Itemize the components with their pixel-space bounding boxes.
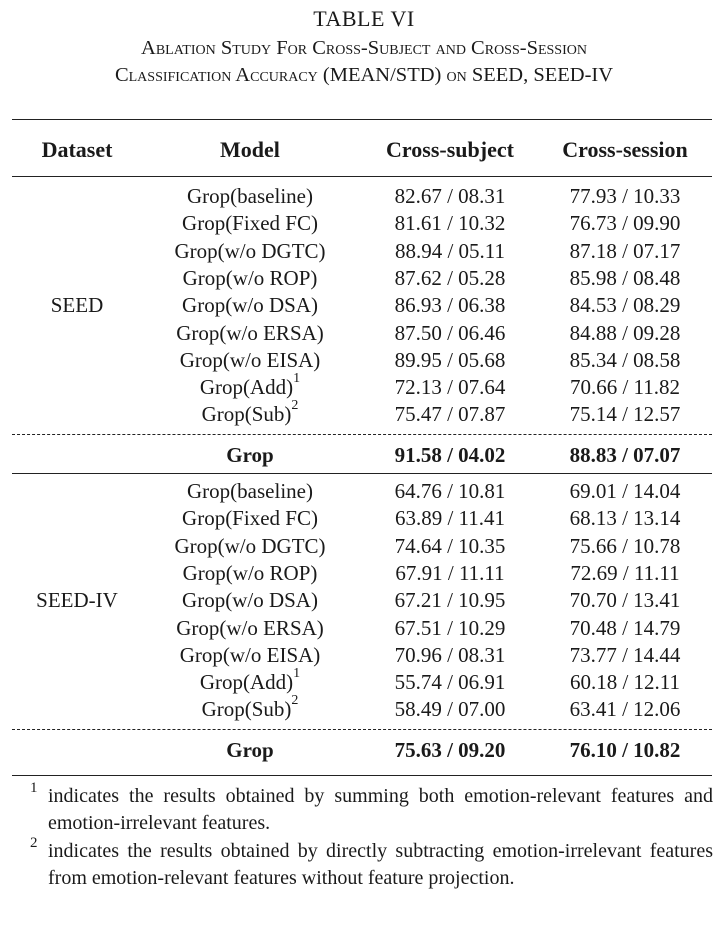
model-cell: Grop(w/o ROP) (182, 560, 318, 585)
cross-subject-cell: 74.64 / 10.35 (394, 533, 506, 558)
model-cell: Grop(w/o DGTC) (174, 533, 326, 558)
model-cell: Grop(w/o ROP) (182, 265, 318, 290)
cross-session-cell: 85.34 / 08.58 (569, 347, 681, 372)
cross-subject-cell: 72.13 / 07.64 (394, 375, 506, 400)
model-cell: Grop(w/o ERSA) (176, 320, 324, 345)
cross-session-cell: 75.14 / 12.57 (569, 402, 681, 427)
cross-session-cell: 63.41 / 12.06 (569, 697, 681, 722)
model-cell: Grop(Add)1 (199, 666, 301, 695)
footnote-2-mark: 2 (30, 835, 38, 851)
cross-subject-cell: 87.62 / 05.28 (394, 265, 506, 290)
footnote-1: indicates the results obtained by summin… (48, 785, 713, 834)
cross-session-cell: 69.01 / 14.04 (569, 479, 681, 503)
model-cell: Grop(w/o DGTC) (174, 238, 326, 263)
cross-session-cell: 60.18 / 12.11 (569, 670, 681, 695)
cross-subject-cell: 89.95 / 05.68 (394, 347, 506, 372)
model-cell: Grop(Sub)2 (201, 693, 299, 722)
cross-session-cell: 72.69 / 11.11 (570, 560, 680, 585)
cross-session-cell: 70.70 / 13.41 (569, 588, 681, 613)
cross-session-cell: 85.98 / 08.48 (569, 265, 681, 290)
cross-subject-cell: 87.50 / 06.46 (394, 320, 506, 345)
footnote-2: indicates the results obtained by direct… (48, 840, 713, 889)
footnote-ref: 1 (293, 371, 301, 387)
model-cell: Grop(Sub)2 (201, 398, 299, 427)
model-cell: Grop(Fixed FC) (182, 506, 318, 531)
model-cell: Grop(baseline) (187, 184, 313, 208)
dataset-label: SEED (50, 293, 104, 318)
final-cross-session-cell: 76.10 / 10.82 (569, 737, 681, 762)
model-cell: Grop(w/o DSA) (182, 588, 318, 613)
cross-subject-cell: 67.51 / 10.29 (394, 615, 506, 640)
model-cell: Grop(w/o EISA) (179, 642, 321, 667)
footnote-1-mark: 1 (30, 780, 38, 796)
cross-session-cell: 76.73 / 09.90 (569, 211, 681, 236)
bottom-rule (12, 775, 712, 776)
final-model-cell: Grop (226, 737, 274, 762)
final-cross-subject-cell: 91.58 / 04.02 (394, 442, 506, 467)
footnote-ref: 1 (293, 666, 301, 682)
cross-session-cell: 75.66 / 10.78 (569, 533, 681, 558)
cross-subject-cell: 55.74 / 06.91 (394, 670, 506, 695)
cross-subject-cell: 58.49 / 07.00 (394, 697, 506, 722)
footnote-ref: 2 (291, 398, 299, 414)
model-cell: Grop(Add)1 (199, 371, 301, 400)
cross-subject-cell: 75.47 / 07.87 (394, 402, 506, 427)
cross-session-cell: 84.53 / 08.29 (569, 293, 681, 318)
cross-subject-cell: 67.21 / 10.95 (394, 588, 506, 613)
model-cell: Grop(w/o DSA) (182, 293, 318, 318)
dashed-separator (12, 728, 712, 730)
header-model: Model (220, 137, 280, 162)
cross-session-cell: 73.77 / 14.44 (569, 642, 681, 667)
dashed-separator (12, 433, 712, 435)
model-cell: Grop(w/o ERSA) (176, 615, 324, 640)
top-rule (12, 119, 712, 120)
model-cell: Grop(w/o EISA) (179, 347, 321, 372)
header-rule (12, 176, 712, 177)
header-dataset: Dataset (41, 137, 113, 162)
dataset-label: SEED-IV (36, 588, 118, 613)
cross-session-cell: 68.13 / 13.14 (569, 506, 681, 531)
cross-session-cell: 84.88 / 09.28 (569, 320, 681, 345)
cross-subject-cell: 64.76 / 10.81 (394, 479, 506, 503)
cross-subject-cell: 67.91 / 11.11 (395, 560, 505, 585)
caption-line-2-text: Classification Accuracy (MEAN/STD) on SE… (114, 64, 614, 86)
cross-session-cell: 70.48 / 14.79 (569, 615, 681, 640)
cross-subject-cell: 70.96 / 08.31 (394, 642, 506, 667)
final-cross-subject-cell: 75.63 / 09.20 (394, 737, 506, 762)
cross-session-cell: 87.18 / 07.17 (569, 238, 681, 263)
header-cross-subject: Cross-subject (386, 137, 514, 162)
cross-session-cell: 77.93 / 10.33 (569, 184, 681, 208)
cross-session-cell: 70.66 / 11.82 (569, 375, 681, 400)
group-separator-rule (12, 472, 712, 474)
final-model-cell: Grop (226, 442, 274, 467)
cross-subject-cell: 81.61 / 10.32 (394, 211, 506, 236)
cross-subject-cell: 82.67 / 08.31 (394, 184, 506, 208)
caption-line-1: Ablation Study For Cross-Subject and Cro… (0, 37, 728, 60)
cross-subject-cell: 88.94 / 05.11 (394, 238, 506, 263)
header-cross-session: Cross-session (562, 137, 688, 162)
model-cell: Grop(baseline) (187, 479, 313, 503)
caption-line-2: Classification Accuracy (MEAN/STD) on SE… (0, 64, 728, 87)
caption-line-1-text: Ablation Study For Cross-Subject and Cro… (141, 37, 587, 59)
table-number: TABLE VI (313, 6, 415, 31)
footnote-ref: 2 (291, 693, 299, 709)
cross-subject-cell: 86.93 / 06.38 (394, 293, 506, 318)
model-cell: Grop(Fixed FC) (182, 211, 318, 236)
cross-subject-cell: 63.89 / 11.41 (394, 506, 506, 531)
final-cross-session-cell: 88.83 / 07.07 (569, 442, 681, 467)
